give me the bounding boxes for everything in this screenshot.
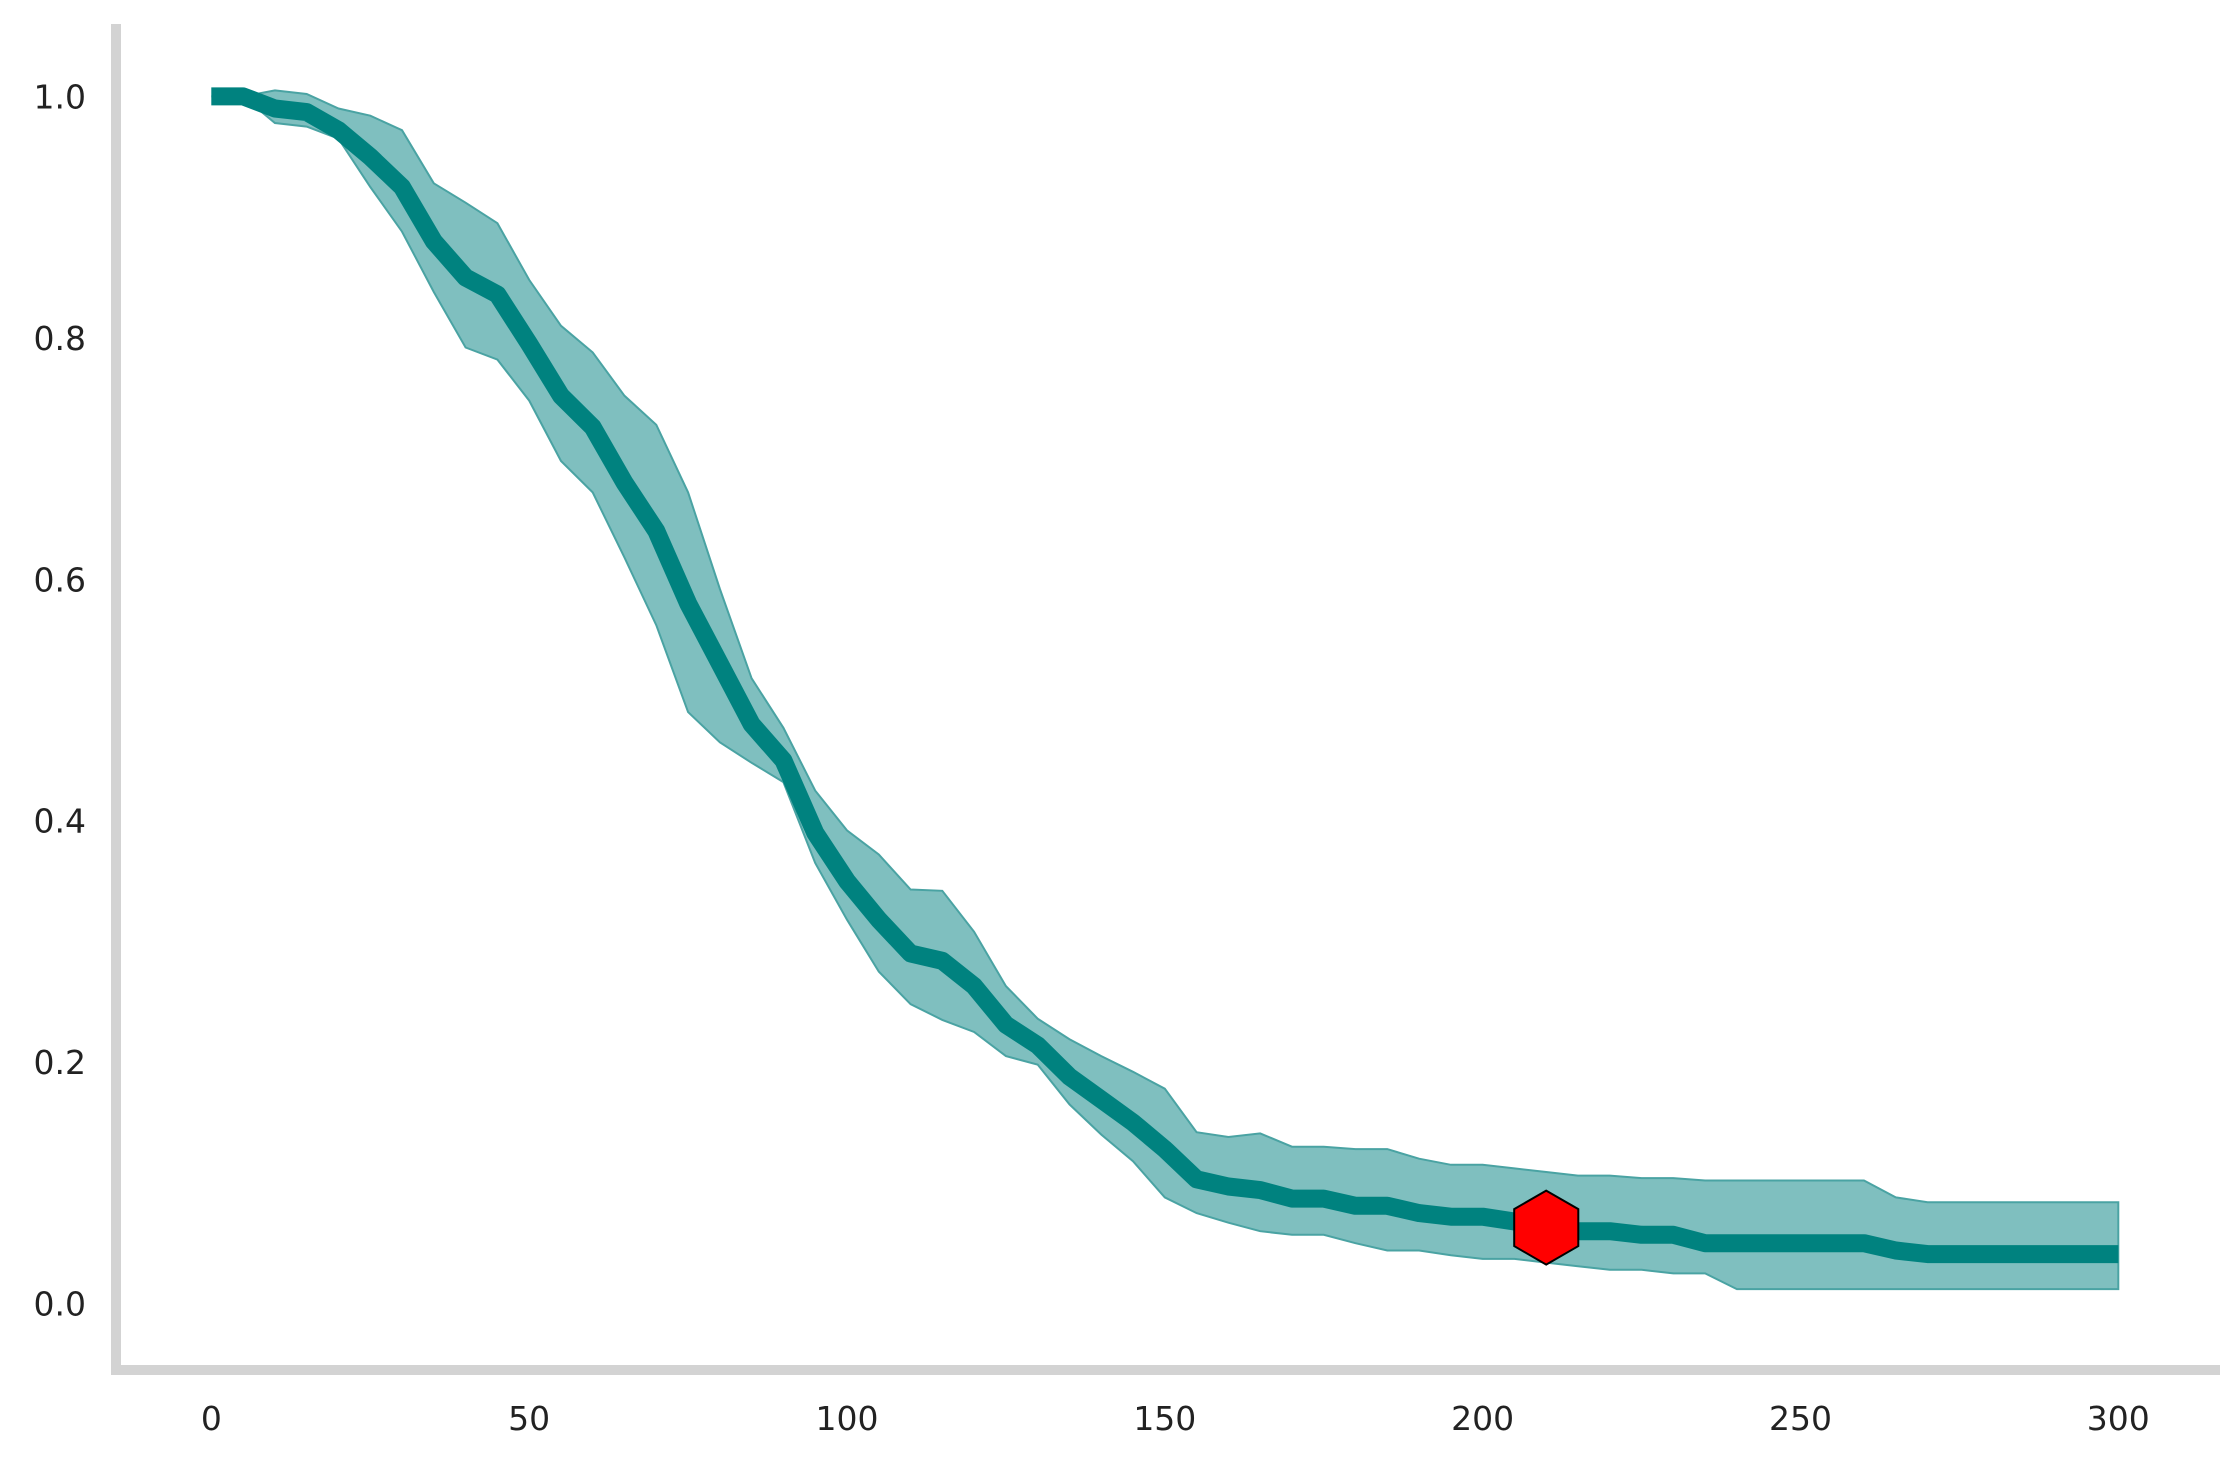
y-axis-ticks: 0.0 0.2 0.4 0.6 0.8 1.0 bbox=[34, 77, 86, 1323]
y-tick-label: 1.0 bbox=[34, 77, 86, 116]
x-tick-label: 300 bbox=[2087, 1399, 2150, 1438]
y-tick-label: 0.4 bbox=[34, 802, 86, 841]
y-tick-label: 0.2 bbox=[34, 1043, 86, 1082]
y-tick-label: 0.8 bbox=[34, 319, 86, 358]
x-tick-label: 0 bbox=[201, 1399, 222, 1438]
x-tick-label: 250 bbox=[1769, 1399, 1832, 1438]
hexagon-marker bbox=[1513, 1189, 1580, 1266]
x-tick-label: 50 bbox=[508, 1399, 550, 1438]
y-tick-label: 0.6 bbox=[34, 560, 86, 599]
x-tick-label: 150 bbox=[1133, 1399, 1196, 1438]
x-tick-label: 200 bbox=[1451, 1399, 1514, 1438]
series-line bbox=[211, 87, 2119, 1264]
x-axis-ticks: 0 50 100 150 200 250 300 bbox=[201, 1399, 2150, 1438]
y-tick-label: 0.0 bbox=[34, 1285, 86, 1324]
x-tick-label: 100 bbox=[815, 1399, 878, 1438]
